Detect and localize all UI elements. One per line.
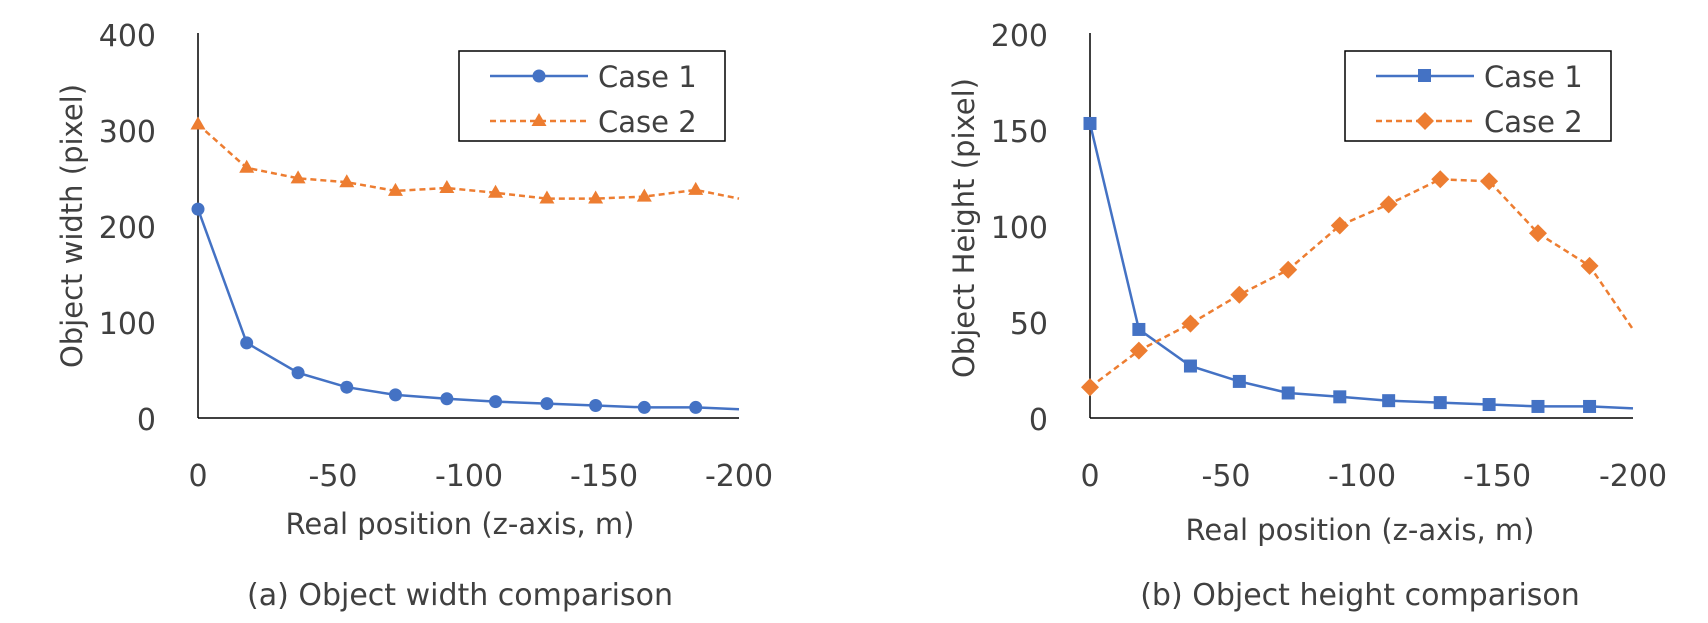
- chart-a-data-point-case2: [539, 190, 555, 204]
- chart-a-data-point-case1: [388, 388, 402, 402]
- chart-a-x-tick-label: -200: [705, 459, 773, 494]
- chart-b-data-point-case2: [1480, 172, 1499, 191]
- chart-a-marks: [190, 116, 740, 414]
- chart-a-y-tick-label: 200: [99, 211, 156, 246]
- chart-b-y-tick-label: 200: [991, 19, 1048, 54]
- chart-a-data-point-case1: [589, 398, 603, 412]
- chart-a-legend-marker-case2: [531, 113, 547, 126]
- chart-a-x-tick-labels: 0 -50 -100 -150 -200: [188, 459, 773, 494]
- chart-a-x-tick-label: -100: [435, 459, 503, 494]
- chart-b-data-point-case1: [1531, 399, 1545, 413]
- chart-b-data-point-case1: [1183, 359, 1197, 373]
- chart-b-data-point-case1: [1083, 116, 1097, 130]
- chart-a-caption: (a) Object width comparison: [247, 578, 673, 613]
- chart-b-data-point-case1: [1433, 396, 1447, 410]
- chart-b-data-point-case2: [1081, 378, 1099, 397]
- chart-a-y-axis-label: Object width (pixel): [55, 84, 89, 368]
- chart-b-series-line-case1: [1088, 123, 1634, 410]
- chart-b-x-tick-label: -50: [1202, 459, 1251, 494]
- chart-b-data-point-case1: [1482, 398, 1496, 412]
- chart-b-y-tick-label: 150: [991, 115, 1048, 150]
- chart-b-y-axis-label: Object Height (pixel): [947, 78, 981, 378]
- chart-b-x-axis-label: Real position (z-axis, m): [1186, 513, 1535, 547]
- chart-b-data-point-case2: [1528, 224, 1547, 243]
- chart-b-data-point-case1: [1382, 394, 1396, 408]
- chart-a-data-point-case2: [339, 174, 355, 188]
- chart-a-data-point-case2: [387, 182, 403, 196]
- chart-a-x-tick-label: -50: [309, 459, 358, 494]
- chart-b-data-point-case2: [1181, 314, 1200, 333]
- chart-a-data-point-case1: [440, 392, 454, 406]
- chart-a-data-point-case2: [488, 184, 504, 198]
- chart-a-data-point-case2: [636, 188, 652, 202]
- chart-a-legend-label-case2: Case 2: [598, 105, 697, 139]
- chart-a-x-axis-label: Real position (z-axis, m): [286, 507, 635, 541]
- chart-a: 400 300 200 100 0 0 -50 -100 -150 -200 R…: [55, 19, 773, 613]
- chart-a-y-tick-label: 100: [99, 307, 156, 342]
- chart-b-x-tick-label: 0: [1080, 459, 1099, 494]
- chart-b-data-point-case2: [1129, 341, 1148, 360]
- chart-b-legend-box: [1344, 50, 1612, 142]
- chart-b-x-tick-label: -150: [1463, 459, 1531, 494]
- chart-a-series-line-case2: [197, 123, 740, 200]
- chart-a-data-point-case1: [689, 400, 703, 414]
- chart-a-x-tick-label: 0: [188, 459, 207, 494]
- chart-b-data-point-case2: [1330, 216, 1349, 235]
- chart-a-data-point-case2: [439, 179, 455, 193]
- chart-a-data-point-case2: [688, 181, 704, 195]
- chart-a-legend-marker-case1: [532, 69, 546, 83]
- chart-a-y-tick-labels: 400 300 200 100 0: [99, 19, 156, 438]
- chart-b-series-line-case2: [1089, 178, 1635, 389]
- chart-b-data-point-case1: [1583, 399, 1597, 413]
- chart-b-x-tick-labels: 0 -50 -100 -150 -200: [1080, 459, 1667, 494]
- chart-b-data-point-case2: [1431, 170, 1450, 189]
- chart-b-data-point-case2: [1230, 285, 1249, 304]
- chart-b-data-point-case1: [1333, 390, 1347, 404]
- chart-a-data-point-case1: [540, 397, 554, 411]
- chart-a-series-line-case1: [196, 208, 740, 411]
- chart-b-data-point-case1: [1281, 386, 1295, 400]
- chart-a-data-point-case2: [290, 170, 306, 184]
- chart-b-x-tick-label: -200: [1599, 459, 1667, 494]
- chart-b-legend-label-case1: Case 1: [1484, 60, 1583, 94]
- chart-a-data-point-case2: [239, 159, 255, 173]
- chart-a-data-point-case1: [340, 380, 354, 394]
- chart-a-legend-box: [458, 50, 726, 142]
- chart-b-y-tick-label: 50: [1010, 307, 1048, 342]
- chart-a-data-point-case1: [637, 400, 651, 414]
- chart-a-y-tick-label: 300: [99, 115, 156, 150]
- chart-b-data-point-case2: [1379, 195, 1398, 214]
- chart-a-x-tick-label: -150: [570, 459, 638, 494]
- chart-b-data-point-case2: [1279, 260, 1298, 279]
- chart-b-data-point-case1: [1132, 322, 1146, 336]
- chart-b-x-tick-label: -100: [1328, 459, 1396, 494]
- chart-a-data-point-case1: [240, 336, 254, 350]
- chart-b-data-point-case2: [1580, 256, 1599, 275]
- chart-a-data-point-case1: [191, 202, 205, 216]
- chart-a-data-point-case1: [291, 366, 305, 380]
- chart-a-data-point-case2: [588, 190, 604, 204]
- chart-a-y-tick-label: 0: [137, 403, 156, 438]
- chart-b-data-point-case1: [1232, 374, 1246, 388]
- chart-b-legend-label-case2: Case 2: [1484, 105, 1583, 139]
- chart-b-y-tick-label: 0: [1029, 403, 1048, 438]
- chart-b-marks: [1081, 116, 1635, 413]
- chart-b-legend: Case 1 Case 2: [1344, 50, 1612, 142]
- chart-b-plot-area: [1081, 33, 1635, 419]
- chart-b-caption: (b) Object height comparison: [1140, 578, 1580, 613]
- chart-a-data-point-case2: [190, 116, 206, 130]
- chart-b-legend-marker-case1: [1418, 69, 1431, 82]
- chart-b-y-tick-labels: 200 150 100 50 0: [991, 19, 1048, 438]
- chart-a-legend-label-case1: Case 1: [598, 60, 697, 94]
- chart-a-legend: Case 1 Case 2: [458, 50, 726, 142]
- chart-a-data-point-case1: [489, 395, 503, 409]
- chart-b-legend-marker-case2: [1416, 112, 1434, 130]
- chart-b-y-tick-label: 100: [991, 211, 1048, 246]
- chart-a-y-tick-label: 400: [99, 19, 156, 54]
- chart-a-plot-area: [190, 33, 740, 419]
- chart-b: 200 150 100 50 0 0 -50 -100 -150 -200 Re…: [947, 19, 1667, 613]
